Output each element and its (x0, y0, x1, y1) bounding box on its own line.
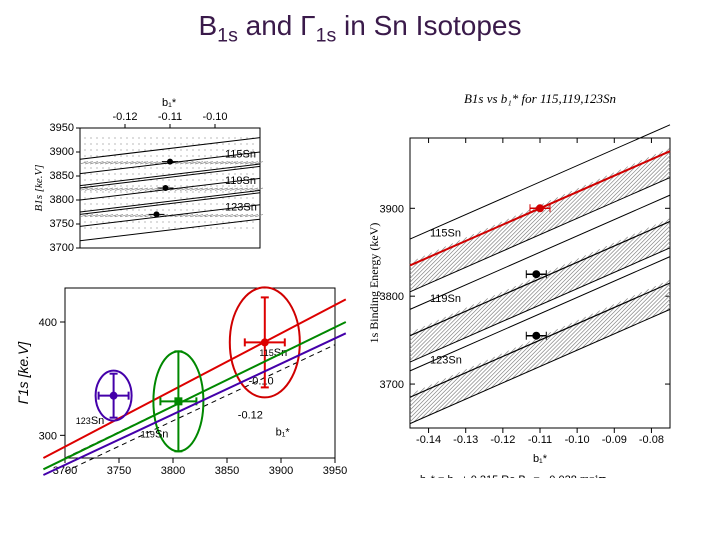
svg-text:b₁*: b₁* (276, 426, 291, 438)
svg-text:-0.09: -0.09 (602, 434, 627, 446)
svg-text:b₁*: b₁* (533, 453, 548, 465)
svg-text:119Sn: 119Sn (430, 293, 461, 305)
svg-text:-0.11: -0.11 (158, 111, 182, 123)
svg-text:400: 400 (39, 317, 57, 329)
svg-text:B1s [ke.V]: B1s [ke.V] (33, 164, 45, 211)
svg-text:300: 300 (39, 430, 57, 442)
svg-text:-0.14: -0.14 (416, 434, 441, 446)
svg-text:-0.10: -0.10 (202, 111, 227, 123)
svg-text:3700: 3700 (53, 465, 77, 477)
page-title: B1s and Γ1s in Sn Isotopes (0, 0, 720, 58)
svg-text:-0.12: -0.12 (238, 409, 263, 421)
svg-text:-0.12: -0.12 (490, 434, 515, 446)
svg-text:3950: 3950 (50, 122, 74, 134)
svg-text:-0.12: -0.12 (112, 111, 137, 123)
svg-text:b₁*: b₁* (162, 97, 177, 109)
svg-text:1s Binding Energy (keV): 1s Binding Energy (keV) (367, 222, 381, 343)
svg-text:3750: 3750 (107, 465, 131, 477)
svg-text:123Sn: 123Sn (76, 415, 105, 427)
svg-text:b₀* = b₀ + 0.215 Re B₀ = −0.02: b₀* = b₀ + 0.215 Re B₀ = −0.028 m⁻¹π (420, 474, 606, 478)
svg-text:123Sn: 123Sn (225, 201, 257, 213)
svg-text:3700: 3700 (380, 379, 404, 391)
svg-text:-0.13: -0.13 (453, 434, 478, 446)
svg-text:3850: 3850 (50, 170, 74, 182)
svg-text:123Sn: 123Sn (430, 354, 462, 366)
svg-text:3800: 3800 (50, 194, 74, 206)
svg-text:3900: 3900 (380, 203, 404, 215)
svg-text:119Sn: 119Sn (141, 428, 169, 440)
svg-text:3800: 3800 (161, 465, 185, 477)
svg-text:3900: 3900 (269, 465, 293, 477)
svg-text:B1s vs b₁* for 115,119,123Sn: B1s vs b₁* for 115,119,123Sn (464, 91, 616, 106)
svg-text:3750: 3750 (50, 218, 74, 230)
right-panel: B1s vs b₁* for 115,119,123Sn -0.14 -0.13 -0… (360, 58, 710, 498)
svg-text:115Sn: 115Sn (225, 148, 256, 160)
svg-text:119Sn: 119Sn (225, 175, 256, 187)
svg-text:-0.08: -0.08 (639, 434, 664, 446)
svg-text:115Sn: 115Sn (430, 227, 461, 239)
svg-text:3700: 3700 (50, 242, 74, 254)
svg-text:3950: 3950 (323, 465, 347, 477)
svg-text:3800: 3800 (380, 291, 404, 303)
svg-text:3850: 3850 (215, 465, 239, 477)
svg-text:-0.10: -0.10 (565, 434, 590, 446)
svg-text:Γ1s [ke.V]: Γ1s [ke.V] (15, 340, 31, 404)
left-panel: 370037503800385039003950300400B1s[ke.V]Γ… (10, 58, 360, 498)
svg-text:3900: 3900 (50, 146, 74, 158)
svg-text:-0.11: -0.11 (528, 434, 552, 446)
